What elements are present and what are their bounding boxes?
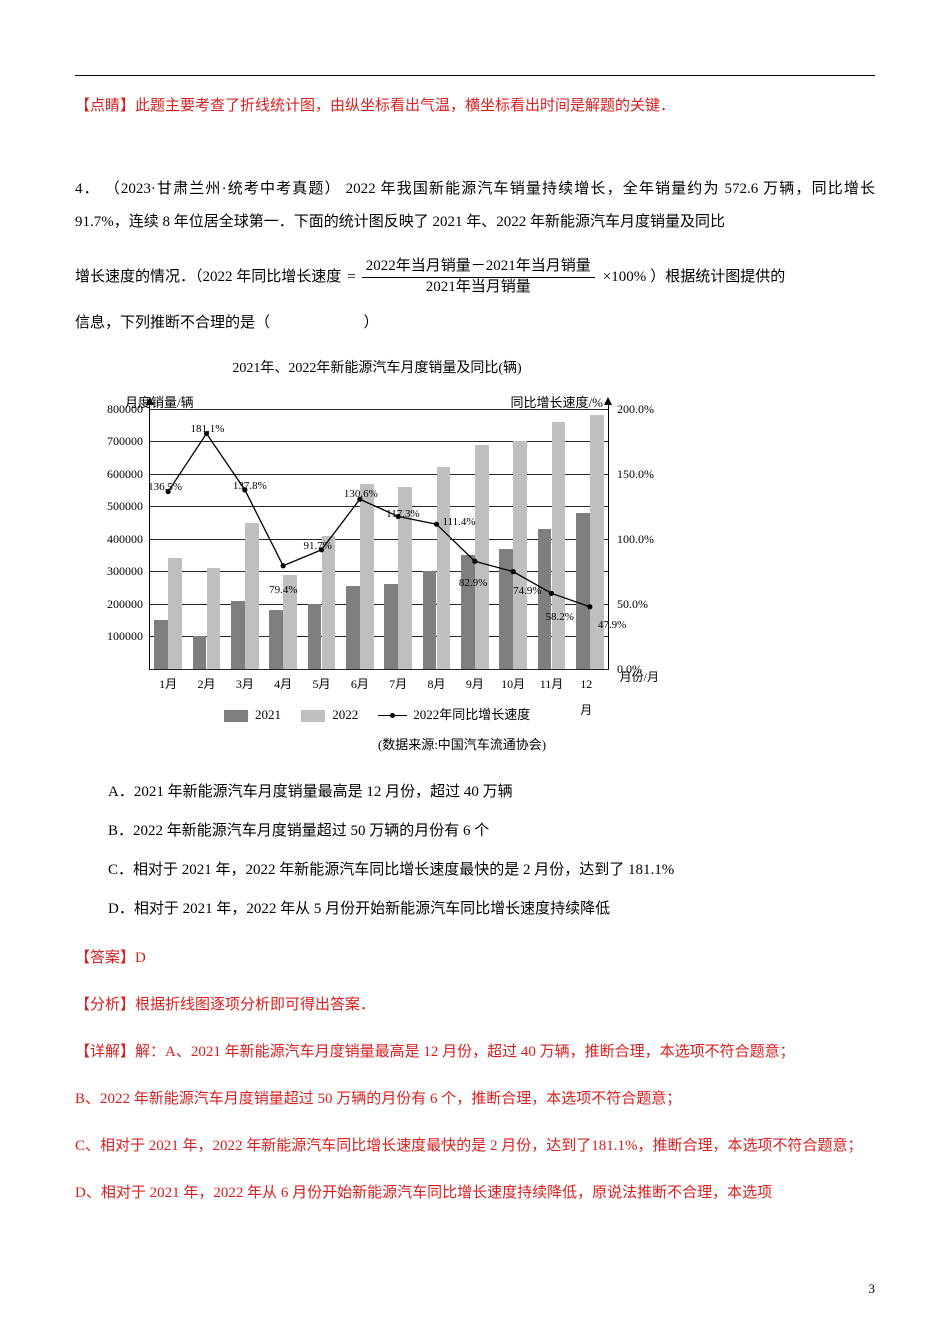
q-stem3-close: ） bbox=[364, 315, 379, 331]
pct-label: 82.9% bbox=[459, 571, 487, 595]
x-tick: 8月 bbox=[427, 671, 445, 697]
formula-eq: = bbox=[347, 261, 355, 294]
pct-label: 130.6% bbox=[344, 482, 378, 506]
q-stem2-suffix: ）根据统计图提供的 bbox=[650, 261, 785, 294]
x-axis-label: 月份/月 bbox=[620, 664, 659, 690]
detail-a-text: A、2021 年新能源汽车月度销量最高是 12 月份，超过 40 万辆，推断合理… bbox=[165, 1044, 795, 1060]
y-axis-left: 8000007000006000005000004000003000002000… bbox=[87, 409, 149, 669]
y-left-tick: 600000 bbox=[107, 461, 143, 487]
plot-area: 136.5% 181.1% 137.8% 79.4% 91.7% 130.6% 117.3%… bbox=[149, 409, 609, 669]
pct-label: 91.7% bbox=[304, 534, 332, 558]
y-left-tick: 300000 bbox=[107, 558, 143, 584]
y-right-tick: 200.0% bbox=[617, 396, 654, 422]
legend-swatch-2022 bbox=[301, 710, 325, 722]
analysis-line: 【分析】根据折线图逐项分析即可得出答案． bbox=[75, 989, 875, 1022]
y-left-tick: 100000 bbox=[107, 623, 143, 649]
document-body: 【点睛】此题主要考查了折线统计图，由纵坐标看出气温，横坐标看出时间是解题的关键．… bbox=[75, 90, 875, 1210]
formula-numerator: 2022年当月销量－2021年当月销量 bbox=[362, 257, 595, 278]
x-tick: 9月 bbox=[466, 671, 484, 697]
legend-line-seg2 bbox=[395, 715, 407, 716]
legend-line-series: 2022年同比增长速度 bbox=[378, 701, 530, 730]
q-stem2-prefix: 增长速度的情况．（2022 年同比增长速度 bbox=[75, 261, 341, 294]
x-tick: 6月 bbox=[351, 671, 369, 697]
analysis-text: 根据折线图逐项分析即可得出答案． bbox=[135, 997, 375, 1013]
y-left-tick: 800000 bbox=[107, 396, 143, 422]
q-source: （2023·甘肃兰州·统考中考真题） bbox=[105, 181, 341, 197]
legend-2021: 2021 bbox=[224, 701, 281, 730]
option-b: B．2022 年新能源汽车月度销量超过 50 万辆的月份有 6 个 bbox=[75, 815, 875, 848]
legend-2022-label: 2022 bbox=[332, 707, 358, 722]
chart-source: (数据来源:中国汽车流通协会) bbox=[87, 731, 667, 760]
detail-label: 【详解】 bbox=[75, 1044, 135, 1060]
formula-fraction: 2022年当月销量－2021年当月销量 2021年当月销量 bbox=[362, 257, 595, 297]
pct-label: 181.1% bbox=[191, 417, 225, 441]
pct-label: 58.2% bbox=[546, 605, 574, 629]
detail-c: C、相对于 2021 年，2022 年新能源汽车同比增长速度最快的是 2 月份，… bbox=[75, 1130, 875, 1163]
detail-c-a: C、相对于 2021 年，2022 年新能源汽车同比增长速度最快的是 2 月份，… bbox=[75, 1138, 591, 1154]
pct-label: 74.9% bbox=[513, 579, 541, 603]
left-axis-arrow-icon bbox=[146, 397, 154, 405]
options: A．2021 年新能源汽车月度销量最高是 12 月份，超过 40 万辆 B．20… bbox=[75, 776, 875, 926]
y-left-tick: 500000 bbox=[107, 493, 143, 519]
question-stem-1: 4． （2023·甘肃兰州·统考中考真题） 2022 年我国新能源汽车销量持续增… bbox=[75, 173, 875, 239]
right-axis-arrow-icon bbox=[604, 397, 612, 405]
detail-d: D、相对于 2021 年，2022 年从 6 月份开始新能源汽车同比增长速度持续… bbox=[75, 1177, 875, 1210]
chart-title: 2021年、2022年新能源汽车月度销量及同比(辆) bbox=[87, 354, 667, 385]
chart-plot: 月度销量/辆 同比增长速度/% 800000700000600000500000… bbox=[87, 389, 667, 699]
y-left-tick: 700000 bbox=[107, 428, 143, 454]
line-series bbox=[149, 409, 609, 669]
legend-2022: 2022 bbox=[301, 701, 358, 730]
x-tick: 7月 bbox=[389, 671, 407, 697]
legend-2021-label: 2021 bbox=[255, 707, 281, 722]
y-left-tick: 400000 bbox=[107, 526, 143, 552]
formula-denominator: 2021年当月销量 bbox=[422, 278, 535, 298]
legend-line-seg bbox=[378, 715, 390, 716]
x-tick: 3月 bbox=[236, 671, 254, 697]
pct-label: 47.9% bbox=[598, 613, 626, 637]
detail-a: 【详解】解：A、2021 年新能源汽车月度销量最高是 12 月份，超过 40 万… bbox=[75, 1036, 875, 1069]
x-tick: 5月 bbox=[312, 671, 330, 697]
detail-c-pct: 181.1% bbox=[591, 1138, 637, 1154]
y-left-tick: 200000 bbox=[107, 591, 143, 617]
detail-c-b: ，推断合理，本选项不符合题意； bbox=[638, 1138, 863, 1154]
pct-label: 79.4% bbox=[269, 578, 297, 602]
detail-intro: 解： bbox=[135, 1044, 165, 1060]
legend-swatch-2021 bbox=[224, 710, 248, 722]
pct-label: 136.5% bbox=[148, 475, 182, 499]
x-tick: 2月 bbox=[197, 671, 215, 697]
hint-para: 【点睛】此题主要考查了折线统计图，由纵坐标看出气温，横坐标看出时间是解题的关键． bbox=[75, 90, 875, 123]
x-tick: 11月 bbox=[540, 671, 564, 697]
answer-line: 【答案】D bbox=[75, 942, 875, 975]
detail-b: B、2022 年新能源汽车月度销量超过 50 万辆的月份有 6 个，推断合理，本… bbox=[75, 1083, 875, 1116]
chart-container: 2021年、2022年新能源汽车月度销量及同比(辆) 月度销量/辆 同比增长速度… bbox=[87, 354, 667, 760]
y-right-tick: 150.0% bbox=[617, 461, 654, 487]
x-tick: 4月 bbox=[274, 671, 292, 697]
analysis-label: 【分析】 bbox=[75, 997, 135, 1013]
formula-times: ×100% bbox=[603, 261, 646, 294]
legend-line-label: 2022年同比增长速度 bbox=[413, 701, 530, 730]
formula-line: 增长速度的情况．（2022 年同比增长速度 = 2022年当月销量－2021年当… bbox=[75, 257, 875, 297]
page-number: 3 bbox=[869, 1275, 876, 1304]
top-border bbox=[75, 75, 875, 76]
pct-label: 137.8% bbox=[233, 474, 267, 498]
y-right-tick: 100.0% bbox=[617, 526, 654, 552]
x-ticks: 1月2月3月4月5月6月7月8月9月10月11月12月 bbox=[149, 671, 609, 691]
answer-value: D bbox=[135, 950, 146, 966]
option-a: A．2021 年新能源汽车月度销量最高是 12 月份，超过 40 万辆 bbox=[75, 776, 875, 809]
pct-label: 117.3% bbox=[386, 502, 420, 526]
question-stem-3: 信息，下列推断不合理的是（ ） bbox=[75, 307, 875, 340]
q-stem3: 信息，下列推断不合理的是（ bbox=[75, 315, 270, 331]
pct-label: 111.4% bbox=[443, 510, 476, 534]
option-d: D．相对于 2021 年，2022 年从 5 月份开始新能源汽车同比增长速度持续… bbox=[75, 893, 875, 926]
option-c: C．相对于 2021 年，2022 年新能源汽车同比增长速度最快的是 2 月份，… bbox=[75, 854, 875, 887]
x-tick: 10月 bbox=[501, 671, 525, 697]
answer-label: 【答案】 bbox=[75, 950, 135, 966]
x-tick: 12月 bbox=[580, 671, 599, 724]
q-number: 4． bbox=[75, 181, 100, 197]
x-tick: 1月 bbox=[159, 671, 177, 697]
